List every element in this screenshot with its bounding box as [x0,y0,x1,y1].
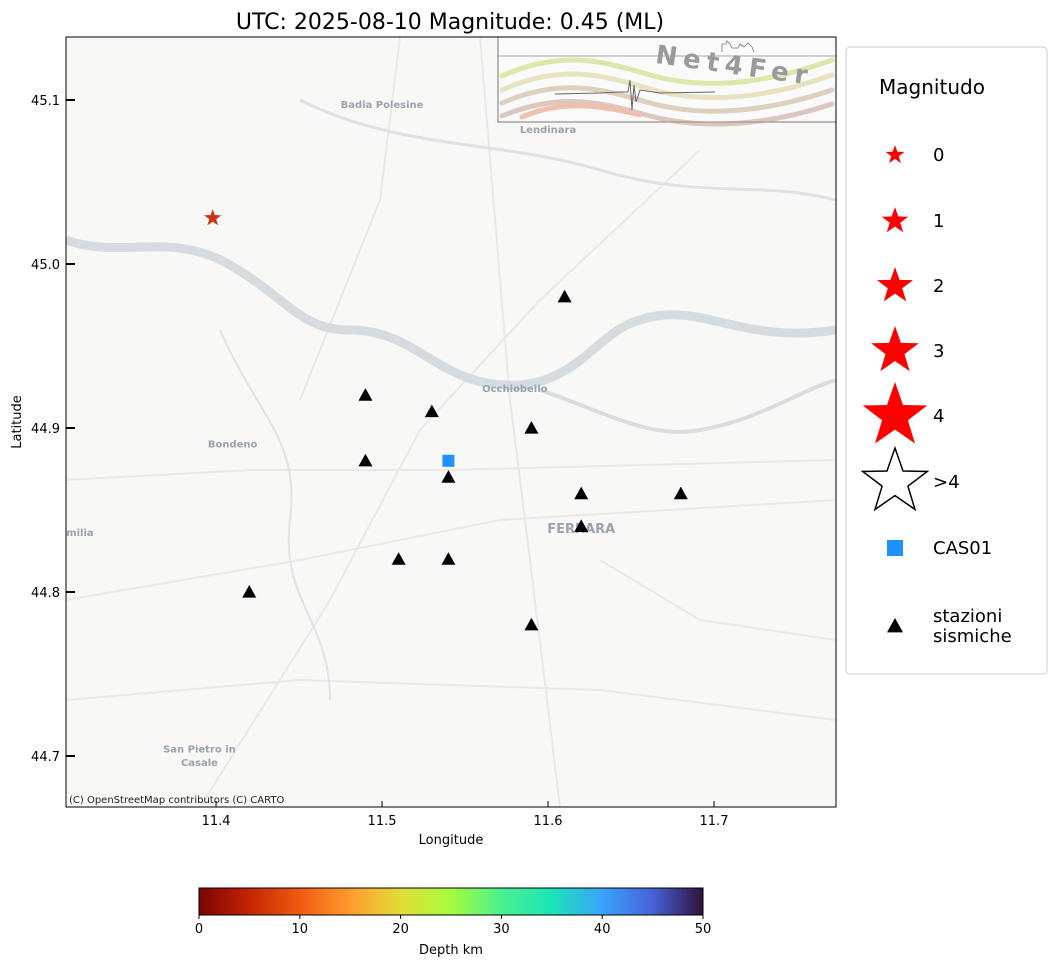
station-marker[interactable] [524,420,539,434]
legend-label: 1 [933,211,944,232]
legend-label: stazioni sismiche [933,606,1012,647]
y-tick-label: 44.8 [31,586,60,601]
x-tick-label: 11.5 [368,814,397,829]
colorbar-tick-label: 20 [392,922,409,937]
basemap [66,37,836,807]
legend-item: stazioni sismiche [887,606,1012,647]
station-marker[interactable] [574,486,589,500]
x-tick-label: 11.6 [534,814,563,829]
station-marker[interactable] [358,388,373,401]
legend-item: 4 [862,382,944,444]
square-icon [887,540,903,556]
place-label: San Pietro in [163,745,236,756]
colorbar-tick-label: 10 [292,922,309,937]
star-icon [862,382,928,444]
triangle-icon [887,618,903,633]
colorbar-tick-label: 0 [195,922,203,937]
station-marker[interactable] [441,552,456,565]
event-epicenter [204,209,222,226]
x-axis-label: Longitude [419,833,484,848]
legend-box [845,46,1048,675]
y-tick-label: 44.7 [31,750,60,765]
y-tick-label: 45.1 [31,94,60,109]
colorbar-tick-label: 50 [695,922,712,937]
x-tick-label: 11.7 [700,814,729,829]
map-attribution: (C) OpenStreetMap contributors (C) CARTO [69,795,284,806]
place-label: Casale [181,758,218,769]
colorbar-tick-label: 30 [493,922,510,937]
logo-inset: Net4Fer [497,36,837,127]
legend-title: Magnitudo [879,75,985,99]
place-label: Occhiobello [482,384,548,395]
y-tick-label: 44.9 [31,422,60,437]
star-icon [871,326,919,372]
y-axis-ticks: 44.7 44.8 44.9 45.0 45.1 [31,94,75,765]
event-star-marker[interactable] [204,209,222,226]
legend-item: 2 [876,267,944,302]
legend-label: 3 [933,341,944,362]
legend-label: >4 [933,472,960,493]
place-label: Badia Polesine [341,100,424,111]
station-marker[interactable] [557,289,572,303]
station-marker[interactable] [524,617,539,631]
station-marker[interactable] [391,552,406,565]
y-axis-label: Latitude [10,395,25,449]
river-po [66,235,836,390]
reference-station [442,454,455,467]
city-skyline-icon [721,40,755,53]
chart-title: UTC: 2025-08-10 Magnitude: 0.45 (ML) [236,10,664,35]
star-icon [876,267,914,302]
legend-label: 2 [933,276,944,297]
basemap-roads [66,37,836,807]
star-icon [885,145,905,164]
place-label: Lendinara [520,125,576,136]
star-icon [881,207,909,233]
legend-label: 4 [933,406,944,427]
cas01-marker[interactable] [442,454,455,467]
legend-label: CAS01 [933,538,992,559]
legend-item: 0 [885,145,944,166]
station-marker[interactable] [441,470,456,483]
star-icon [860,445,930,512]
place-label: Bondeno [208,440,258,451]
legend-item: 3 [871,326,944,372]
station-marker[interactable] [673,486,688,500]
station-marker[interactable] [358,453,373,467]
x-axis-ticks: 11.4 11.5 11.6 11.7 [202,801,729,829]
colorbar-gradient [198,887,704,916]
colorbar-label: Depth km [419,943,483,958]
canal [219,329,331,701]
legend-item: 1 [881,207,944,233]
map-area[interactable]: Badia Polesine Lendinara Occhiobello Bonden… [66,37,836,807]
legend-label: 0 [933,145,944,166]
river-secondary [539,378,836,434]
legend: Magnitudo 0 1 2 3 4 >4 CAS01 stazioni sismiche [845,46,1048,675]
station-marker[interactable] [242,584,257,598]
legend-item: CAS01 [887,538,992,559]
legend-item: >4 [860,445,960,512]
river-adige [299,98,836,202]
colorbar-tick-label: 40 [594,922,611,937]
seismogram-icon [554,79,716,111]
place-label: milia [66,528,93,539]
depth-colorbar: 0 10 20 30 40 50 Depth km [195,887,712,958]
y-tick-label: 45.0 [31,258,60,273]
axes-frame [65,36,837,808]
x-tick-label: 11.4 [202,814,231,829]
station-marker[interactable] [574,519,589,532]
seismic-stations [242,289,688,631]
station-marker[interactable] [424,404,439,418]
